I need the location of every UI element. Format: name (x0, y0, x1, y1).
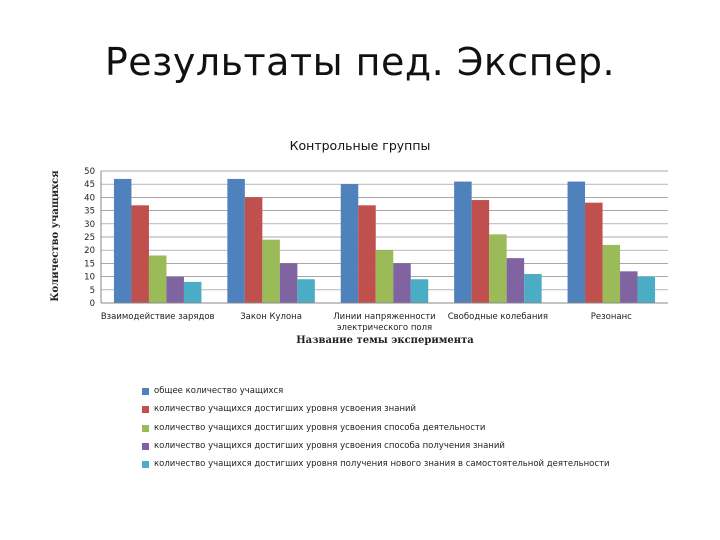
bar (602, 244, 621, 303)
bar (620, 271, 638, 303)
y-tick-label: 10 (84, 273, 95, 283)
y-tick-label: 50 (84, 167, 95, 177)
bar (166, 276, 184, 303)
bar (375, 250, 394, 303)
chart-title: Контрольные группы (290, 138, 431, 153)
bar (506, 258, 525, 303)
bar (358, 205, 376, 303)
legend-swatch (142, 388, 149, 395)
x-category-label: Свободные колебания (448, 312, 548, 322)
bar (113, 178, 132, 303)
y-tick-label: 45 (84, 180, 95, 190)
legend-label: количество учащихся достигших уровня усв… (154, 404, 417, 415)
bar (340, 184, 359, 303)
bar (131, 205, 149, 303)
bar (279, 263, 298, 303)
x-category-label: Взаимодействие зарядов (101, 312, 215, 322)
y-tick-label: 25 (84, 233, 95, 243)
legend-label: количество учащихся достигших уровня усв… (154, 440, 505, 451)
bar (393, 263, 411, 303)
legend-label: общее количество учащихся (154, 386, 284, 396)
bars (113, 178, 656, 303)
bar (524, 273, 542, 303)
bar (489, 234, 507, 303)
y-tick-label: 0 (90, 299, 95, 309)
bar (262, 239, 280, 303)
x-axis-categories: Взаимодействие зарядов Закон Кулона Линии … (101, 312, 632, 333)
bar (585, 202, 603, 303)
bar (297, 279, 315, 303)
y-tick-label: 30 (84, 220, 95, 230)
y-tick-label: 35 (84, 207, 95, 217)
bar (183, 281, 202, 303)
legend-label: количество учащихся достигших уровня усв… (154, 422, 486, 433)
bar (148, 255, 167, 303)
x-category-label: Закон Кулона (240, 312, 302, 322)
x-category-label: Резонанс (591, 312, 632, 322)
bar (227, 178, 245, 303)
y-tick-label: 40 (84, 193, 95, 203)
x-axis-label: Название темы эксперимента (296, 335, 474, 346)
legend-swatch (142, 406, 149, 414)
bar (471, 200, 490, 303)
y-tick-label: 20 (84, 246, 95, 256)
x-category-label: Линии напряженности (333, 312, 435, 322)
bar (410, 279, 429, 303)
legend-swatch (142, 424, 149, 432)
y-tick-label: 15 (84, 259, 95, 269)
legend-label: количество учащихся достигших уровня пол… (154, 459, 610, 470)
x-category-label: электрического поля (337, 323, 432, 333)
bar (567, 181, 586, 303)
legend-swatch (142, 461, 149, 469)
y-axis-label: Количество учащихся (50, 170, 61, 302)
slide-title: Результаты пед. Экспер. (104, 40, 616, 84)
bar (637, 276, 656, 303)
y-axis-ticks: 0 5 10 15 20 25 30 35 40 45 50 (84, 167, 95, 309)
bar (244, 197, 263, 303)
bar (454, 181, 472, 303)
legend-swatch (142, 442, 149, 450)
y-tick-label: 5 (90, 286, 95, 296)
